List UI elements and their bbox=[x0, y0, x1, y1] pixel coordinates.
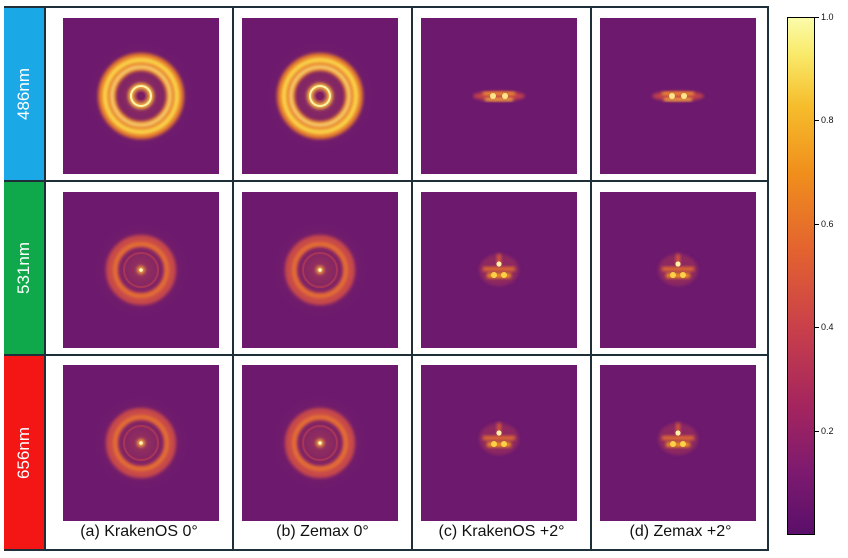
row-label-531: 531nm bbox=[4, 182, 44, 354]
psf-panel-486-krakenos-0 bbox=[63, 18, 219, 174]
divider bbox=[4, 354, 769, 356]
colorbar-tick-label: 1.0 bbox=[821, 12, 834, 22]
colorbar-tick-label: 0.8 bbox=[821, 115, 834, 126]
psf-panel-656-krakenos-0 bbox=[63, 365, 219, 521]
caption-krakenos-2: (c) KrakenOS +2° bbox=[438, 523, 565, 540]
caption-zemax-0: (b) Zemax 0° bbox=[276, 523, 369, 540]
caption-krakenos-0: (a) KrakenOS 0° bbox=[80, 523, 198, 540]
row-label-486: 486nm bbox=[4, 8, 44, 180]
psf-panel-656-krakenos-2 bbox=[421, 365, 577, 521]
psf-panel-486-krakenos-2 bbox=[421, 18, 577, 174]
colorbar-tick bbox=[815, 17, 819, 18]
colorbar-tick-label: 0.4 bbox=[821, 322, 834, 333]
divider bbox=[232, 6, 234, 551]
colorbar bbox=[787, 17, 815, 535]
divider bbox=[411, 6, 413, 551]
colorbar-tick-label: 0.6 bbox=[821, 218, 834, 229]
psf-panel-656-zemax-2 bbox=[600, 365, 756, 521]
colorbar-tick-label: 0.2 bbox=[821, 425, 834, 436]
psf-panel-531-krakenos-0 bbox=[63, 192, 219, 348]
divider bbox=[44, 6, 46, 551]
psf-panel-486-zemax-0 bbox=[242, 18, 398, 174]
divider bbox=[590, 6, 592, 551]
psf-panel-531-zemax-0 bbox=[242, 192, 398, 348]
colorbar-tick bbox=[815, 223, 819, 225]
psf-panel-531-zemax-2 bbox=[600, 192, 756, 348]
psf-panel-531-krakenos-2 bbox=[421, 192, 577, 348]
colorbar-tick bbox=[815, 327, 819, 329]
divider bbox=[4, 180, 769, 182]
caption-zemax-2: (d) Zemax +2° bbox=[629, 523, 732, 540]
colorbar-tick bbox=[815, 120, 819, 122]
psf-panel-486-zemax-2 bbox=[600, 18, 756, 174]
row-label-656: 656nm bbox=[4, 356, 44, 549]
psf-panel-656-zemax-0 bbox=[242, 365, 398, 521]
colorbar-tick bbox=[815, 430, 819, 432]
